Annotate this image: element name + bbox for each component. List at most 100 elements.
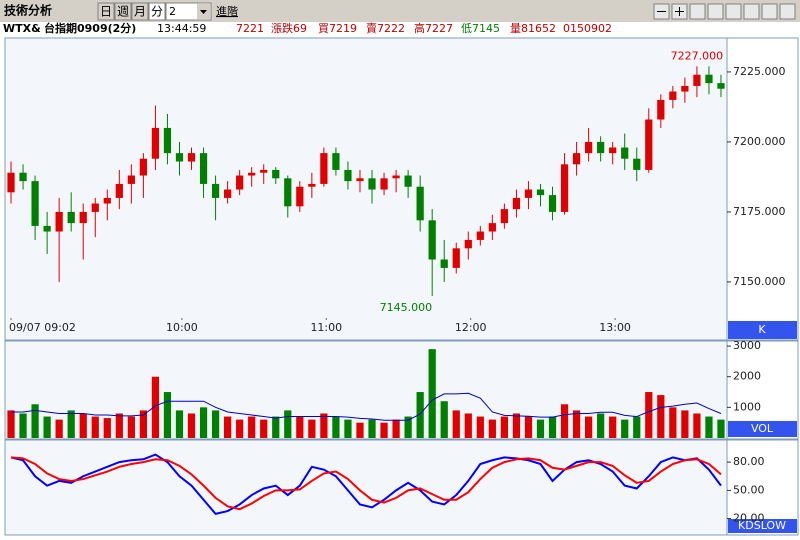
volume-bar [236,419,244,438]
volume-bar [91,416,99,438]
panel-label: K [758,323,766,336]
kd-line [10,453,722,515]
volume-bar [296,416,304,438]
candle-body [488,223,496,232]
candle-body [572,153,581,165]
period-label: 月 [134,5,146,19]
last-price: 7221 [236,22,264,35]
volume-bar [476,416,484,438]
candle-body [609,147,617,154]
tool-button[interactable] [725,3,742,20]
bid: 買7219 [318,22,357,35]
volume-bar [548,416,557,438]
volume-bar [151,376,160,438]
volume-bar [308,419,316,438]
volume-bar [163,392,172,438]
x-tick-label: 10:00 [166,321,198,334]
y-tick-label: 20.00 [733,512,765,525]
volume-bar [633,416,641,438]
period-label: 分 [151,5,163,19]
candle-body [115,183,123,198]
candle-body [320,153,328,184]
period-button[interactable] [97,2,115,21]
volume-bar [211,410,220,438]
x-tick-label: 09/07 09:02 [9,321,76,334]
volume-bar [67,410,75,438]
period-button[interactable] [114,2,132,21]
candle-body [7,172,15,193]
tool-button[interactable] [707,3,724,20]
x-tick-label: 13:00 [599,321,631,334]
panel [4,439,728,536]
candle-body [175,153,184,162]
volume-bar [332,416,340,438]
candle-body [693,74,701,86]
x-tick-label: 12:00 [455,321,487,334]
volume-bar [19,413,27,438]
volume-bar [560,404,569,438]
candle-body [55,211,63,232]
volume: 量81652 [510,22,556,35]
volume-bar [416,392,424,438]
candle-body [356,178,364,182]
quote-time: 13:44:59 [157,22,206,35]
candle-body [560,164,569,212]
candle-body [476,231,484,240]
y-tick-label: 7225.000 [733,65,786,78]
volume-bar [585,416,593,438]
candle-body [548,195,557,212]
tool-button[interactable] [761,3,778,20]
candle-body [127,175,135,184]
volume-bar [284,410,292,438]
quote-bar [0,22,800,37]
volume-bar [621,419,629,438]
tool-button[interactable] [689,3,706,20]
candle-body [440,259,448,268]
volume-bar [705,416,713,438]
candle-body [103,197,111,204]
volume-bar [681,410,689,438]
y-tick-label: 7175.000 [733,205,786,218]
candle-body [296,186,304,207]
panel-label: VOL [751,422,774,435]
volume-bar [657,395,665,438]
period-label: 日 [100,5,112,19]
arrow-icon [200,10,207,14]
candle-body [681,85,689,92]
high: 高7227 [414,21,453,35]
panel-label-box [728,421,797,437]
y-tick-label: 7150.000 [733,275,786,288]
volume-bar [693,413,701,438]
volume-bar [428,349,436,438]
candle-body [621,147,629,159]
change: 漲跌69 [271,21,307,35]
candle-body [211,183,220,198]
candle-body [657,99,665,120]
candle-body [669,91,677,100]
tool-button[interactable] [743,3,760,20]
candle-body [633,158,641,170]
volume-bar [272,416,280,438]
candle-body [500,209,508,224]
period-button[interactable] [148,2,166,21]
candle-body [452,248,460,268]
panel-label-box [728,519,797,533]
volume-bar [464,413,472,438]
volume-bar [7,410,15,438]
symbol: WTX& [3,22,41,35]
volume-bar [260,419,268,438]
period-button[interactable] [131,2,149,21]
tool-button[interactable] [779,3,796,20]
candle-body [163,127,172,154]
advanced-link[interactable]: 進階 [216,4,238,18]
candle-body [43,225,51,232]
y-tick-label: 80.00 [733,455,765,468]
volume-bar [55,419,63,438]
candle-body [368,178,376,190]
candle-body [524,189,533,198]
candle-body [151,127,160,159]
axis-panel [726,37,799,341]
volume-bar [488,419,496,438]
volume-bar [500,416,508,438]
candle-body [91,203,99,212]
